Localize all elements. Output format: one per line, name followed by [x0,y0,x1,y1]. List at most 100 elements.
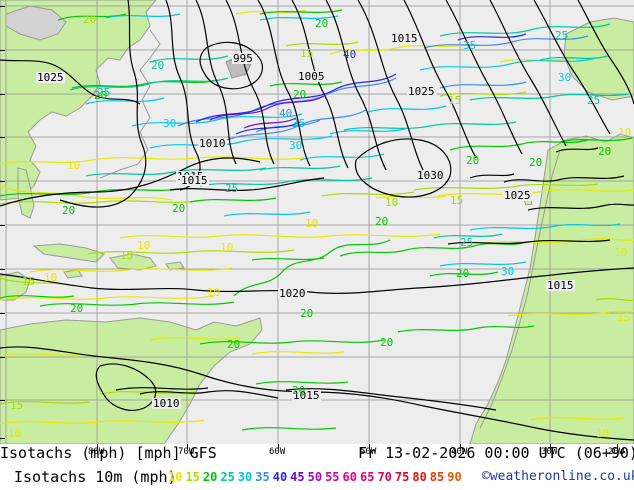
lat-tick-9 [0,400,5,401]
scale-step-80: 80 [412,470,427,484]
isotach-contour-label: 35 [463,39,477,52]
lon-label-30W: 30W [541,447,558,457]
isotach-contour-label: 10 [220,241,234,254]
isotach-contour-label: 10 [305,217,319,230]
mslp-contour-layer [0,0,634,441]
scale-step-35: 35 [255,470,270,484]
pressure-contour-label: 1005 [297,70,326,83]
pressure-contour-label: 1025 [503,189,532,202]
isotach-contour-label: 30 [501,265,515,278]
isotach-contour-label: 25 [97,86,111,99]
lat-tick-3 [0,137,5,138]
pressure-contour-label: 1015 [390,32,419,45]
isotach-contour-label: 20 [375,215,389,228]
isotach-contour-label: 40 [279,107,293,120]
isotach-contour-label: 10 [137,239,151,252]
isotach-contour-label: 20 [83,13,97,26]
lon-tick-60W [278,444,279,449]
map-footer: 80W 70W 60W 50W 40W 30W 20W Isotachs (mph) [mp… [0,444,634,490]
isotach-contour-label: 20 [293,88,307,101]
isotach-contour-label: 10 [385,196,399,209]
isotach-contour-label: 20 [292,384,306,397]
cuba-landmass [32,243,105,263]
lat-lon-grid [0,0,634,444]
isotach-15-contours [0,41,634,405]
pressure-contour-label: 1015 [546,279,575,292]
scale-step-85: 85 [429,470,445,484]
isotach-contour-label: 15 [10,399,24,412]
isotach-contour-label: 10 [614,246,628,259]
isotach-contour-label: 20 [227,338,241,351]
isotach-contour-label: 25 [555,29,569,42]
isotach-contour-label: 15 [300,47,314,60]
isotach-contour-label: 20 [456,267,470,280]
isotach-contour-label: 10 [207,286,221,299]
iberia-europe-landmass [563,17,634,101]
isotach-contour-label: 10 [44,271,58,284]
hispaniola-landmass [109,253,157,271]
pressure-contour-label: 1020 [278,287,307,300]
lat-tick-10 [0,438,5,439]
lon-tick-20W [617,444,618,449]
isotach-contour-label: 20 [466,154,480,167]
scale-step-90: 90 [447,470,462,484]
isotach-contour-label: 20 [598,145,612,158]
isotach-25-contours [69,23,629,239]
isotach-contour-label: 20 [62,204,76,217]
isotach-contour-label: 15 [22,275,36,288]
scale-step-75: 75 [394,470,410,484]
scale-step-30: 30 [237,470,253,484]
lat-tick-5 [0,225,5,226]
lon-label-80W: 80W [88,447,105,457]
pressure-contour-label: 1025 [36,71,65,84]
isotach-contour-label: 20 [300,307,314,320]
isotach-contour-label: 15 [617,311,631,324]
isotach-contour-label: 15 [450,194,464,207]
isotach-contour-label: 20 [70,302,84,315]
pressure-contour-label: 995 [232,52,254,65]
isotach-contour-label: 20 [380,336,394,349]
isotach-pressure-map[interactable]: 1025995100510151025101010151030102510151… [0,0,634,444]
isotach-contour-label: 10 [8,427,22,440]
isotach-contour-label: 10 [618,126,632,139]
lon-tick-40W [460,444,461,449]
pressure-contour-label: 1015 [180,174,209,187]
lat-tick-7 [0,313,5,314]
scale-step-45: 45 [290,470,305,484]
isotach-30-contours [85,13,621,267]
product-subtitle: Isotachs 10m (mph) [14,468,177,486]
isotach-contour-label: 25 [225,182,239,195]
lat-tick-4 [0,181,5,182]
scale-step-15: 15 [185,470,200,484]
isotach-contour-label: 30 [163,117,177,130]
isotach-contour-label: 40 [343,48,357,61]
lat-tick-8 [0,357,5,358]
jamaica-landmass [63,269,83,279]
scale-step-20: 20 [202,470,218,484]
pressure-contour-label: 1015 [292,389,321,402]
isotach-contour-label: 10 [67,159,81,172]
pressure-contour-label: 1025 [407,85,436,98]
isotach-color-scale[interactable]: 10 15 20 25 30 35 40 45 50 55 60 65 70 75 80 85 90 [168,470,462,484]
scale-step-65: 65 [359,470,375,484]
isotach-contour-label: 30 [558,71,572,84]
scale-step-60: 60 [342,470,357,484]
lat-tick-2 [0,94,5,95]
isotach-contour-label: 20 [172,202,186,215]
lon-tick-70W [187,444,188,449]
isotach-10-contours [0,9,634,425]
isotach-contour-label: 35 [292,117,306,130]
pressure-contour-label: 1030 [416,169,445,182]
land-layer [0,0,634,444]
lon-label-50W: 50W [360,447,377,457]
lon-tick-30W [550,444,551,449]
scale-step-10: 10 [168,470,183,484]
isotach-contour-label: 20 [94,89,108,102]
pressure-contour-label: 1010 [198,137,227,150]
pressure-contour-label: 1010 [152,397,181,410]
greenland-ice-patch [5,5,67,41]
product-title: Isotachs (mph) [mph] GFS [0,444,217,462]
isotach-contour-label: 15 [120,249,134,262]
isotach-contour-label: 10 [596,427,610,440]
